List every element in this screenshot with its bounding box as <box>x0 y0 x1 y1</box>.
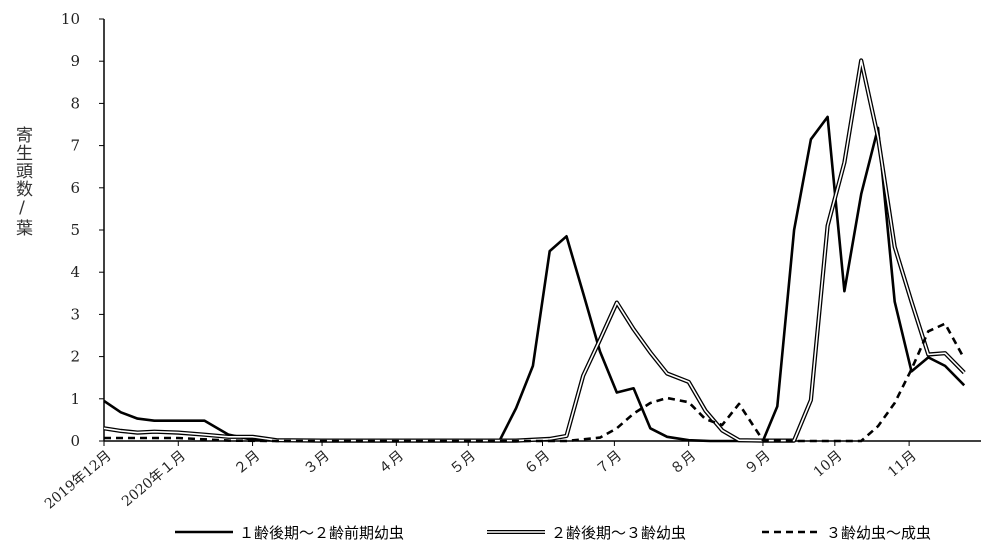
y-tick-label: 6 <box>70 179 80 197</box>
legend-swatch-solid <box>175 530 233 534</box>
y-tick-label: 5 <box>70 221 80 239</box>
legend-item-series-1: １齢後期～２齢前期幼虫 <box>175 520 404 544</box>
x-axis: 2019年12月 2020年１月 ２月 ３月 ４月 ５月 ６月 ７月 ８月 ９月 10月 11月 <box>42 440 981 513</box>
legend-swatch-double <box>487 530 545 534</box>
y-tick-label: 1 <box>70 390 80 408</box>
x-tick-label: ４月 <box>375 448 407 478</box>
legend-item-series-3: ３齢幼虫～成虫 <box>762 520 931 544</box>
legend-item-series-2: ２齢後期～３齢幼虫 <box>487 520 686 544</box>
series-2 <box>103 58 966 443</box>
x-tick-label: ９月 <box>742 448 774 478</box>
y-tick-label: 3 <box>70 305 80 323</box>
x-tick-label: ２月 <box>231 448 263 478</box>
x-tick-label: ８月 <box>668 448 700 478</box>
y-tick-label: 7 <box>70 137 80 155</box>
legend-label-series-1: １齢後期～２齢前期幼虫 <box>239 523 405 542</box>
x-tick-label: 10月 <box>811 448 846 481</box>
x-tick-label: ６月 <box>521 448 553 478</box>
series-layer <box>103 58 966 443</box>
series-line <box>103 115 966 443</box>
legend-label-series-2: ２齢後期～３齢幼虫 <box>551 523 687 542</box>
x-tick-label: 11月 <box>885 448 920 481</box>
legend-swatch-dashed <box>762 530 820 534</box>
legend: １齢後期～２齢前期幼虫 ２齢後期～３齢幼虫 ３齢幼虫～成虫 <box>0 520 981 544</box>
series-3 <box>104 322 966 443</box>
series-line-outer <box>103 58 966 443</box>
series-line-inner <box>103 59 965 442</box>
y-tick-label: 0 <box>70 432 80 450</box>
y-axis: 0 1 2 3 4 5 6 7 8 9 10 <box>61 10 105 450</box>
legend-label-series-3: ３齢幼虫～成虫 <box>826 523 932 542</box>
x-tick-label: 2019年12月 <box>42 448 115 513</box>
y-tick-label: 8 <box>70 94 80 112</box>
y-tick-label: 10 <box>61 10 80 28</box>
y-axis-label: 寄生頭数/葉 <box>12 126 32 237</box>
x-tick-label: ７月 <box>593 448 625 478</box>
x-tick-label: 2020年１月 <box>119 448 189 510</box>
series-line <box>104 322 966 443</box>
y-tick-label: 4 <box>70 263 80 281</box>
x-tick-label: ３月 <box>301 448 333 478</box>
series-1 <box>103 115 966 443</box>
x-tick-label: ５月 <box>447 448 479 478</box>
y-tick-label: 2 <box>70 348 80 366</box>
y-tick-label: 9 <box>70 52 80 70</box>
